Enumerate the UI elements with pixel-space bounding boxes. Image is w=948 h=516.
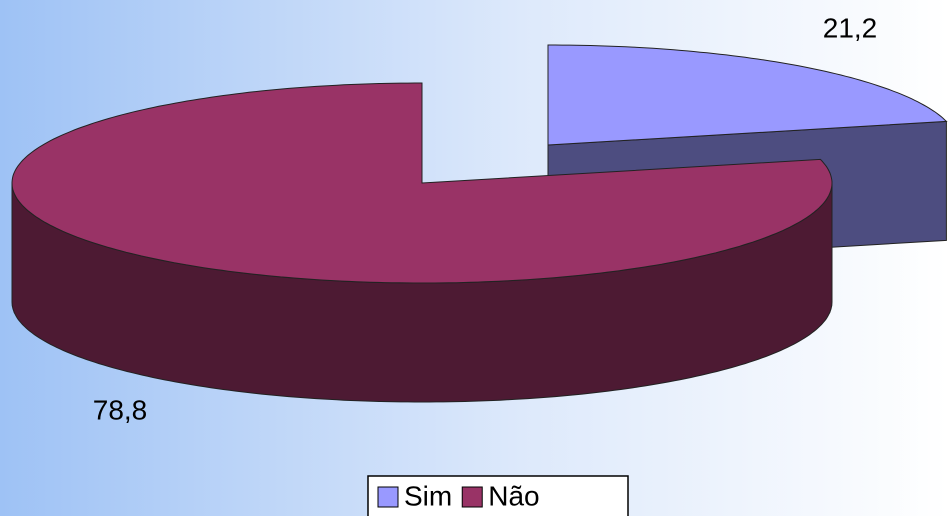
- data-label: 78,8: [93, 394, 148, 425]
- legend-swatch: [461, 486, 483, 508]
- slice-top: [547, 44, 948, 146]
- legend-swatch: [377, 486, 399, 508]
- legend-label: Sim: [404, 480, 452, 511]
- legend-label: Não: [488, 480, 539, 511]
- data-label: 21,2: [823, 12, 878, 43]
- legend-box: [367, 475, 629, 516]
- slice-top: [11, 82, 833, 284]
